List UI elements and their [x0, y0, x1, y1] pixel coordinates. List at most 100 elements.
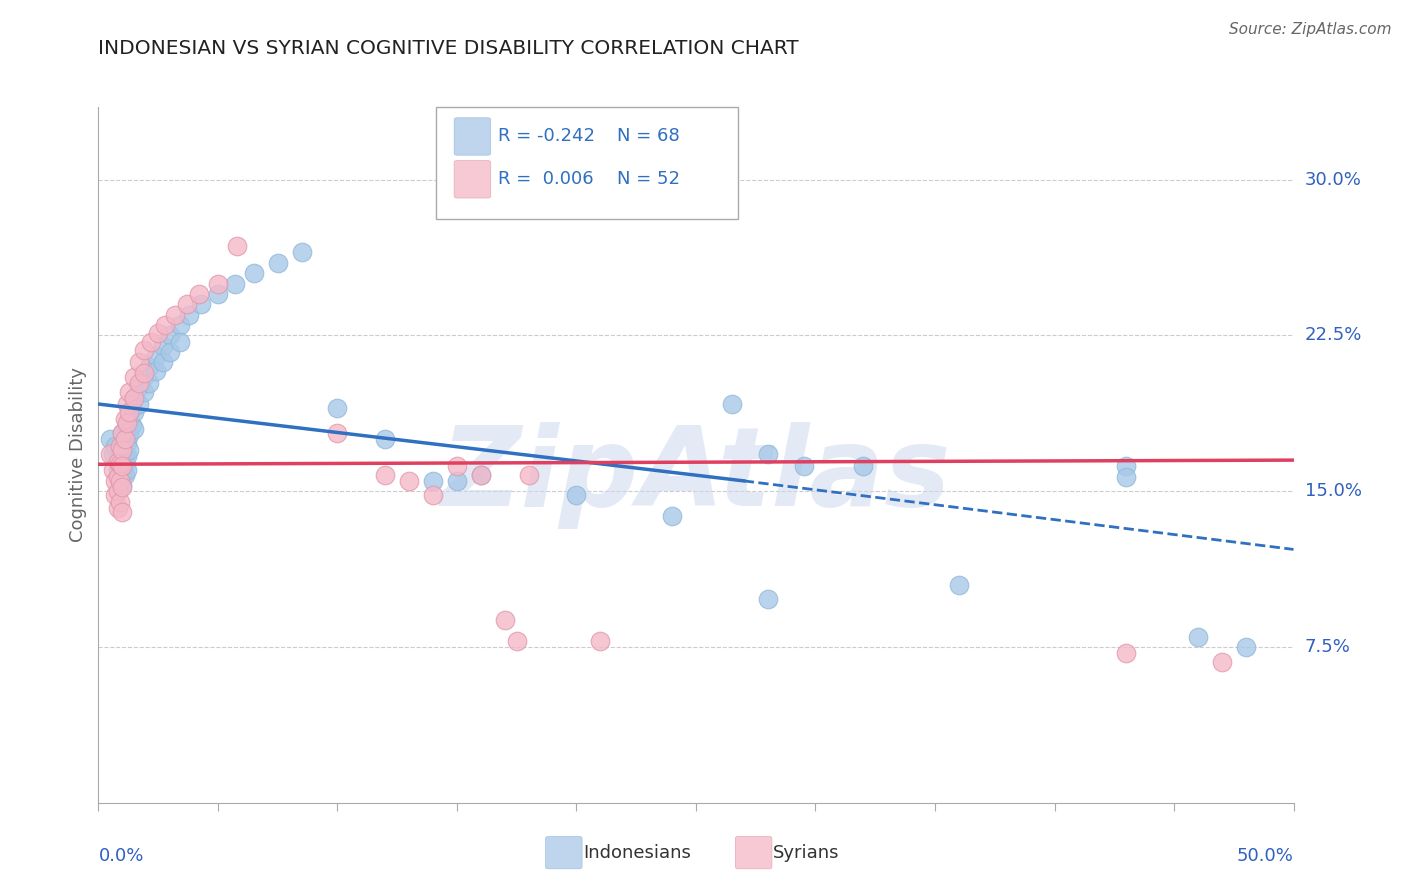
Point	[207, 277, 229, 291]
Text: N = 68: N = 68	[617, 128, 681, 145]
Point	[517, 467, 540, 482]
Y-axis label: Cognitive Disability: Cognitive Disability	[69, 368, 87, 542]
Point	[169, 334, 191, 349]
Text: 30.0%: 30.0%	[1305, 170, 1361, 189]
Point	[118, 384, 141, 399]
Point	[470, 467, 492, 482]
Point	[101, 463, 124, 477]
Text: 7.5%: 7.5%	[1305, 638, 1351, 656]
Point	[111, 505, 134, 519]
Point	[169, 318, 191, 332]
Point	[111, 426, 134, 441]
Text: N = 52: N = 52	[617, 170, 681, 188]
Point	[139, 334, 162, 349]
Point	[1115, 469, 1137, 483]
Point	[115, 422, 138, 436]
Point	[111, 442, 134, 457]
Point	[104, 474, 127, 488]
Point	[108, 442, 131, 457]
Point	[148, 326, 170, 341]
Point	[114, 433, 136, 447]
Point	[207, 287, 229, 301]
Point	[326, 426, 349, 441]
Point	[124, 391, 146, 405]
Point	[114, 433, 136, 447]
Point	[115, 449, 138, 463]
Point	[111, 457, 134, 471]
Point	[108, 474, 131, 488]
Point	[114, 467, 136, 482]
Point	[107, 455, 129, 469]
Point	[111, 478, 134, 492]
Point	[118, 442, 141, 457]
Point	[152, 339, 174, 353]
Point	[374, 433, 396, 447]
Point	[115, 397, 138, 411]
Point	[128, 397, 150, 411]
Point	[187, 287, 209, 301]
Point	[422, 474, 444, 488]
Point	[756, 592, 779, 607]
Point	[132, 370, 155, 384]
Text: R =  0.006: R = 0.006	[498, 170, 593, 188]
Point	[107, 469, 129, 483]
Text: INDONESIAN VS SYRIAN COGNITIVE DISABILITY CORRELATION CHART: INDONESIAN VS SYRIAN COGNITIVE DISABILIT…	[98, 39, 799, 58]
Point	[111, 480, 134, 494]
Point	[107, 484, 129, 499]
Text: Source: ZipAtlas.com: Source: ZipAtlas.com	[1229, 22, 1392, 37]
Text: Syrians: Syrians	[773, 844, 839, 862]
Point	[243, 266, 266, 280]
Point	[290, 245, 312, 260]
Point	[179, 308, 201, 322]
Point	[446, 474, 468, 488]
Point	[721, 397, 744, 411]
Point	[152, 355, 174, 369]
Point	[145, 349, 167, 363]
Point	[104, 488, 127, 502]
Point	[470, 467, 492, 482]
Point	[124, 391, 146, 405]
Text: Indonesians: Indonesians	[583, 844, 692, 862]
Point	[565, 488, 588, 502]
Point	[190, 297, 212, 311]
Point	[118, 405, 141, 419]
Point	[374, 467, 396, 482]
Point	[1211, 655, 1233, 669]
Point	[159, 345, 181, 359]
Text: 50.0%: 50.0%	[1237, 847, 1294, 865]
Point	[115, 416, 138, 430]
Point	[163, 308, 186, 322]
Point	[107, 453, 129, 467]
Point	[1234, 640, 1257, 654]
Point	[1115, 459, 1137, 474]
Point	[132, 343, 155, 357]
Point	[107, 463, 129, 477]
Point	[108, 494, 131, 508]
Text: R = -0.242: R = -0.242	[498, 128, 595, 145]
Point	[118, 428, 141, 442]
Point	[124, 405, 146, 419]
Point	[111, 467, 134, 482]
Point	[267, 256, 290, 270]
Point	[118, 411, 141, 425]
Point	[155, 318, 177, 332]
Point	[589, 633, 612, 648]
Point	[111, 426, 134, 441]
Point	[111, 459, 134, 474]
Point	[446, 459, 468, 474]
Point	[98, 447, 122, 461]
Point	[111, 449, 134, 463]
Point	[108, 459, 131, 474]
Point	[101, 447, 124, 461]
Point	[138, 376, 160, 391]
Point	[159, 328, 181, 343]
Point	[98, 433, 122, 447]
Point	[114, 447, 136, 461]
Point	[1115, 646, 1137, 660]
Point	[115, 436, 138, 450]
Point	[115, 463, 138, 477]
Point	[108, 457, 131, 471]
Point	[111, 439, 134, 453]
Text: 15.0%: 15.0%	[1305, 483, 1361, 500]
Point	[506, 633, 529, 648]
